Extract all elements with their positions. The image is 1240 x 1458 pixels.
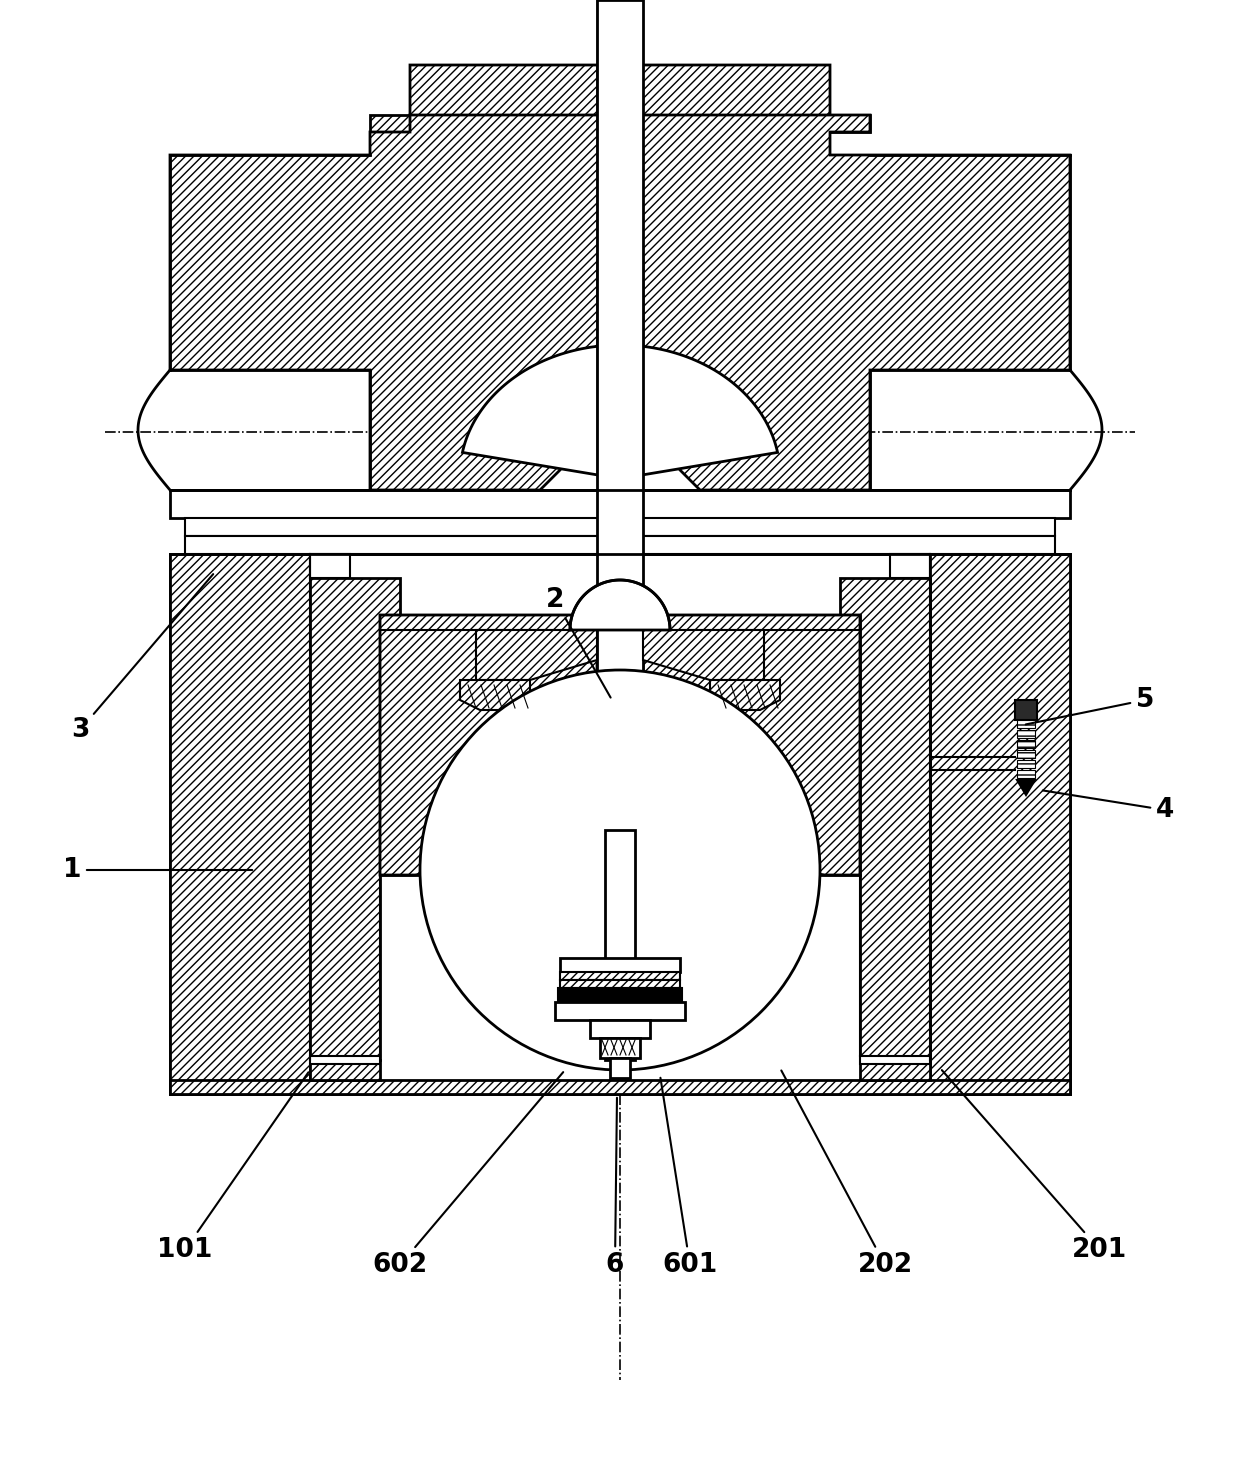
Polygon shape bbox=[600, 1038, 640, 1059]
Polygon shape bbox=[1017, 720, 1035, 728]
Polygon shape bbox=[463, 0, 777, 475]
Polygon shape bbox=[170, 115, 1070, 490]
Text: 101: 101 bbox=[157, 1072, 309, 1263]
Polygon shape bbox=[1017, 760, 1035, 768]
Text: 602: 602 bbox=[372, 1072, 563, 1279]
Polygon shape bbox=[605, 830, 635, 1060]
Polygon shape bbox=[590, 1021, 650, 1038]
Polygon shape bbox=[556, 1002, 684, 1021]
Text: 201: 201 bbox=[942, 1070, 1127, 1263]
Polygon shape bbox=[890, 554, 930, 577]
Polygon shape bbox=[570, 580, 670, 630]
Polygon shape bbox=[1016, 700, 1037, 720]
Polygon shape bbox=[1017, 741, 1035, 748]
Polygon shape bbox=[930, 554, 1070, 1094]
Text: 1: 1 bbox=[63, 857, 252, 884]
Polygon shape bbox=[310, 1060, 379, 1080]
Polygon shape bbox=[310, 1056, 379, 1064]
Polygon shape bbox=[610, 1059, 630, 1077]
Text: 202: 202 bbox=[781, 1070, 913, 1279]
Polygon shape bbox=[1017, 749, 1035, 758]
Polygon shape bbox=[596, 0, 644, 980]
Polygon shape bbox=[185, 518, 1055, 537]
Polygon shape bbox=[560, 972, 680, 980]
Polygon shape bbox=[170, 554, 310, 1094]
Polygon shape bbox=[170, 1080, 1070, 1094]
Polygon shape bbox=[310, 554, 350, 577]
Polygon shape bbox=[1017, 780, 1035, 795]
Circle shape bbox=[420, 671, 820, 1070]
Polygon shape bbox=[642, 66, 830, 133]
Polygon shape bbox=[598, 0, 642, 58]
Polygon shape bbox=[170, 490, 1070, 518]
Polygon shape bbox=[558, 989, 682, 1002]
Text: 4: 4 bbox=[1043, 790, 1174, 822]
Text: 5: 5 bbox=[1025, 687, 1154, 725]
Polygon shape bbox=[711, 679, 780, 710]
Polygon shape bbox=[830, 115, 870, 133]
Polygon shape bbox=[1017, 770, 1035, 779]
Polygon shape bbox=[170, 554, 1070, 1094]
Polygon shape bbox=[861, 1060, 930, 1080]
Polygon shape bbox=[476, 630, 596, 679]
Polygon shape bbox=[310, 577, 401, 1060]
Polygon shape bbox=[460, 679, 529, 710]
Polygon shape bbox=[379, 615, 596, 875]
Polygon shape bbox=[839, 577, 930, 1060]
Polygon shape bbox=[185, 537, 1055, 554]
Text: 6: 6 bbox=[606, 1098, 624, 1279]
Text: 601: 601 bbox=[661, 1077, 718, 1279]
Polygon shape bbox=[644, 630, 764, 679]
Polygon shape bbox=[644, 615, 861, 875]
Polygon shape bbox=[560, 958, 680, 972]
Text: 2: 2 bbox=[546, 588, 610, 697]
Text: 3: 3 bbox=[71, 574, 213, 744]
Polygon shape bbox=[370, 115, 410, 133]
Polygon shape bbox=[861, 1056, 930, 1064]
Polygon shape bbox=[560, 980, 680, 989]
Polygon shape bbox=[1017, 730, 1035, 738]
Polygon shape bbox=[410, 66, 598, 133]
